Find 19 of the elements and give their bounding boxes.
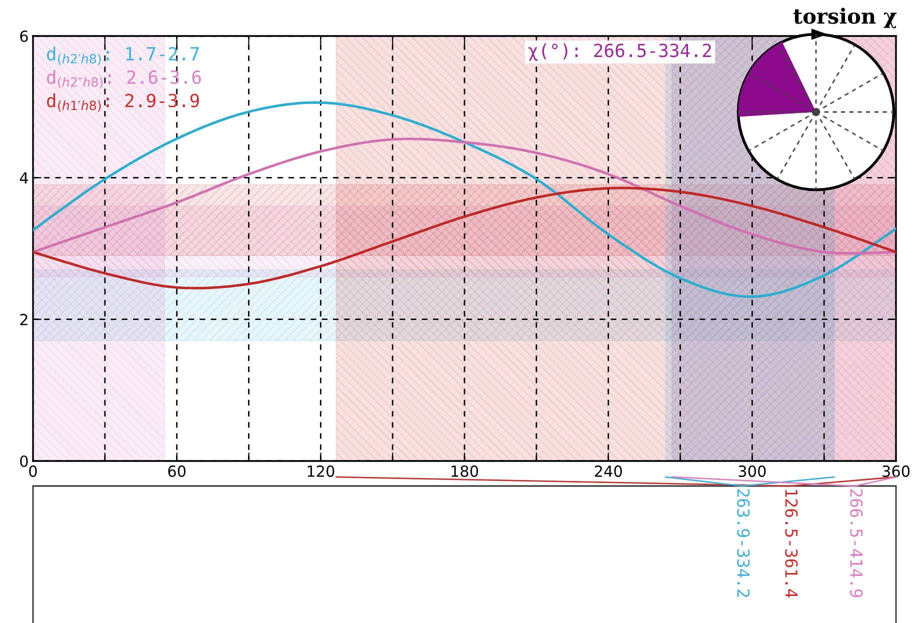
x-tick-label: 300	[738, 465, 766, 477]
x-tick-label: 0	[29, 465, 37, 477]
x-tick-label: 60	[168, 465, 186, 477]
y-tick-label: 0	[20, 455, 28, 468]
x-tick-label: 120	[308, 465, 334, 477]
text: torsion χ	[793, 8, 897, 28]
band-label: d$_{(h1′h8)}$: 2.9-3.9	[47, 93, 199, 112]
y-tick-label: 4	[20, 172, 28, 184]
legend-label: 266.5-414.9	[850, 489, 863, 598]
band-label: d$_{(h2″h8)}$: 2.6-3.6	[47, 70, 201, 88]
annotation: χ(°): 266.5-334.2	[528, 43, 711, 61]
x-tick-label: 240	[594, 465, 622, 477]
x-tick-label: 180	[452, 465, 478, 477]
band-label: 263.9-334.2	[737, 489, 750, 597]
band-label: d$_{(h2′h8)}$: 1.7-2.7	[47, 46, 199, 65]
y-tick-label: 2	[20, 314, 28, 326]
y-tick-label: 6	[20, 30, 28, 42]
band-label: 126.5-361.4	[785, 490, 798, 598]
x-tick-label: 360	[882, 465, 910, 477]
